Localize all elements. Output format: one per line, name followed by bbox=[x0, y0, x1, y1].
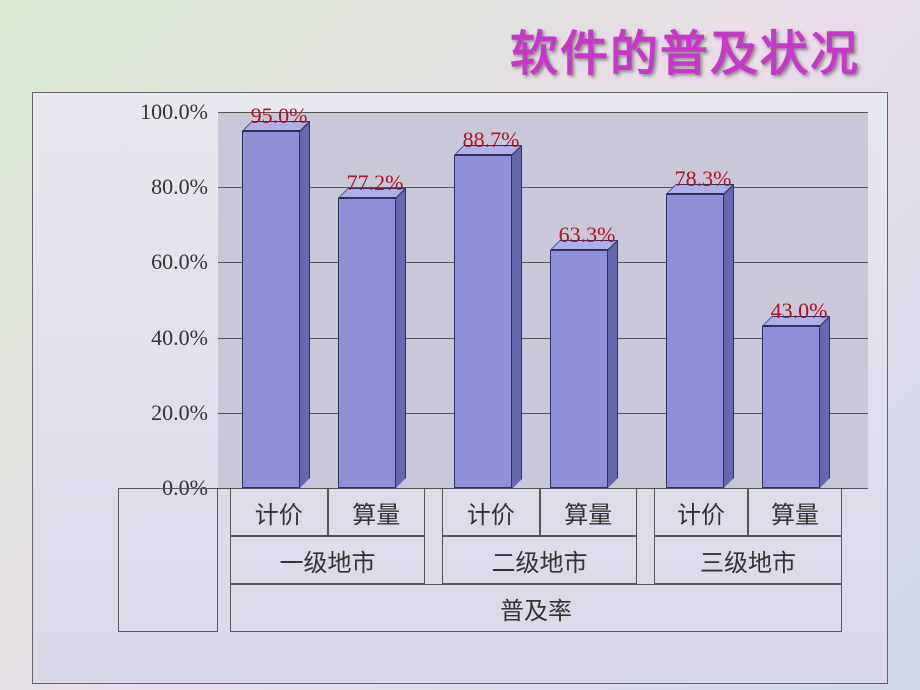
bar-value-label: 43.0% bbox=[756, 298, 842, 324]
bar-side bbox=[820, 316, 830, 488]
axis-category-cell: 计价 bbox=[442, 488, 540, 536]
ytick-label: 40.0% bbox=[0, 325, 208, 351]
bar-side bbox=[608, 240, 618, 488]
axis-bottom-label: 普及率 bbox=[230, 584, 842, 632]
ytick-label: 20.0% bbox=[0, 400, 208, 426]
bar-value-label: 95.0% bbox=[236, 103, 322, 129]
axis-category-cell: 算量 bbox=[748, 488, 842, 536]
bar: 63.3% bbox=[550, 250, 608, 488]
axis-category-cell: 算量 bbox=[540, 488, 638, 536]
plot-area: 95.0% 77.2% 88.7% 63.3% 78.3% 43.0% bbox=[218, 112, 868, 488]
ytick-label: 80.0% bbox=[0, 174, 208, 200]
bar-side bbox=[396, 188, 406, 488]
axis-group-cell: 三级地市 bbox=[654, 536, 842, 584]
axis-category-cell: 计价 bbox=[230, 488, 328, 536]
axis-group-cell: 一级地市 bbox=[230, 536, 425, 584]
gridline bbox=[218, 262, 868, 263]
bar-side bbox=[300, 121, 310, 488]
bar-value-label: 63.3% bbox=[544, 222, 630, 248]
bar: 95.0% bbox=[242, 131, 300, 488]
bar-front bbox=[338, 198, 396, 488]
ytick-label: 100.0% bbox=[0, 99, 208, 125]
bar-front bbox=[762, 326, 820, 488]
bar-value-label: 77.2% bbox=[332, 170, 418, 196]
bar-side bbox=[512, 145, 522, 489]
ytick-label: 60.0% bbox=[0, 249, 208, 275]
axis-category-cell: 计价 bbox=[654, 488, 748, 536]
bar: 88.7% bbox=[454, 155, 512, 489]
bar-front bbox=[550, 250, 608, 488]
page-title: 软件的普及状况 bbox=[510, 14, 860, 84]
bar-value-label: 78.3% bbox=[660, 166, 746, 192]
axis-category-cell: 算量 bbox=[328, 488, 426, 536]
gridline bbox=[218, 187, 868, 188]
axis-group-cell: 二级地市 bbox=[442, 536, 637, 584]
bar: 78.3% bbox=[666, 194, 724, 488]
bar-value-label: 88.7% bbox=[448, 127, 534, 153]
bar-side bbox=[724, 184, 734, 488]
bar: 77.2% bbox=[338, 198, 396, 488]
axis-left-stub bbox=[118, 488, 218, 632]
bar-front bbox=[242, 131, 300, 488]
bar-front bbox=[454, 155, 512, 489]
bar: 43.0% bbox=[762, 326, 820, 488]
bar-front bbox=[666, 194, 724, 488]
